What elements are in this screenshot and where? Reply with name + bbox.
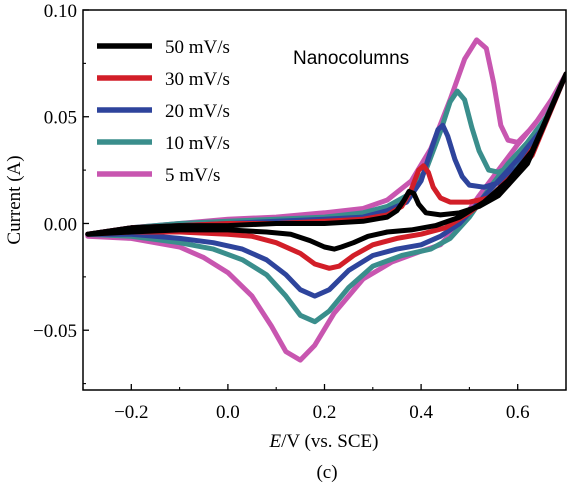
y-axis-label: Current (A): [4, 155, 25, 244]
x-axis-label-italic: E: [269, 431, 282, 452]
y-tick-label: 0.05: [44, 108, 77, 129]
figure-caption: (c): [316, 462, 337, 483]
x-axis-label: E/V (vs. SCE): [269, 431, 379, 452]
legend-label: 30 mV/s: [165, 69, 230, 90]
y-tick-label: 0.00: [44, 214, 77, 235]
legend-label: 10 mV/s: [165, 133, 230, 154]
x-axis-label-rest: /V (vs. SCE): [281, 431, 378, 452]
series-curve-4: [85, 71, 566, 252]
legend-label: 50 mV/s: [165, 37, 230, 58]
series-group: [85, 37, 566, 363]
annotation-label: Nanocolumns: [293, 48, 409, 69]
y-tick-label: 0.10: [44, 1, 77, 22]
legend-label: 5 mV/s: [165, 165, 220, 186]
x-tick-label: 0.0: [216, 402, 240, 423]
series-curve-0: [85, 37, 566, 363]
y-tick-label: −0.05: [33, 321, 77, 342]
x-axis: −0.2 0.0 0.2 0.4 0.6: [82, 384, 567, 423]
x-tick-label: 0.4: [409, 402, 433, 423]
x-tick-label: 0.2: [313, 402, 337, 423]
x-tick-label: 0.6: [506, 402, 530, 423]
legend: 50 mV/s 30 mV/s 20 mV/s 10 mV/s 5 mV/s: [97, 37, 230, 186]
y-axis: −0.05 0.00 0.05 0.10: [33, 1, 89, 385]
x-tick-label: −0.2: [114, 402, 148, 423]
series-curve-2: [85, 71, 566, 299]
legend-label: 20 mV/s: [165, 101, 230, 122]
